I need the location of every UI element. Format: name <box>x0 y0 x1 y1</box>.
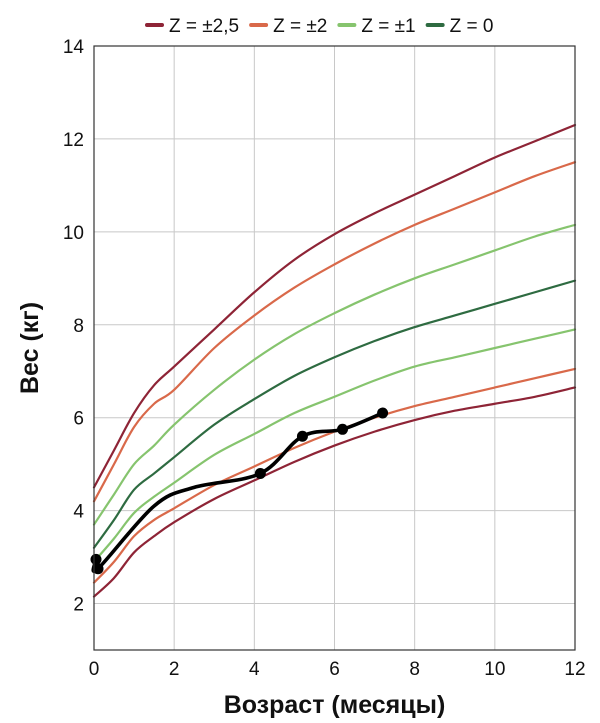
x-tick-label: 4 <box>249 659 260 680</box>
y-tick-label: 14 <box>63 37 85 58</box>
x-tick-label: 10 <box>484 659 505 680</box>
y-tick-label: 6 <box>73 409 84 430</box>
x-tick-label: 0 <box>89 659 100 680</box>
measurement-point <box>296 430 308 442</box>
measurement-point <box>377 407 389 419</box>
x-tick-label: 6 <box>329 659 340 680</box>
y-tick-label: 2 <box>73 595 84 616</box>
measurement-series <box>90 407 389 575</box>
z-curve-line <box>92 279 577 549</box>
measurement-point <box>90 553 102 565</box>
measurement-line <box>91 411 385 574</box>
y-tick-label: 12 <box>63 130 84 151</box>
plot-frame <box>93 45 576 651</box>
z-curve-line <box>92 328 577 563</box>
legend-label: Z = ±1 <box>361 16 415 37</box>
measurement-point <box>92 563 104 575</box>
x-tick-labels: 0 2 4 6 8 10 12 <box>89 659 586 680</box>
y-tick-label: 4 <box>73 502 84 523</box>
legend: Z = ±2,5 Z = ±2 Z = ±1 Z = 0 <box>145 16 494 37</box>
x-tick-label: 2 <box>169 659 180 680</box>
z-score-curves <box>92 123 577 598</box>
grid <box>94 46 575 650</box>
z-curve-line <box>92 386 577 598</box>
legend-label: Z = ±2 <box>273 16 327 37</box>
x-tick-label: 8 <box>409 659 420 680</box>
legend-label: Z = ±2,5 <box>169 16 239 37</box>
y-tick-label: 8 <box>73 316 84 337</box>
measurement-point <box>254 467 266 479</box>
z-curve-line <box>92 223 577 526</box>
legend-label: Z = 0 <box>450 16 494 37</box>
x-axis-title: Возраст (месяцы) <box>224 691 446 719</box>
y-axis-title: Вес (кг) <box>16 302 44 394</box>
measurement-point <box>337 423 349 435</box>
z-curve-line <box>92 123 577 489</box>
z-curve-line <box>92 161 577 503</box>
x-tick-label: 12 <box>564 659 585 680</box>
y-tick-label: 10 <box>63 223 84 244</box>
z-curve-line <box>92 367 577 584</box>
y-tick-labels: 2 4 6 8 10 12 14 <box>63 37 85 616</box>
